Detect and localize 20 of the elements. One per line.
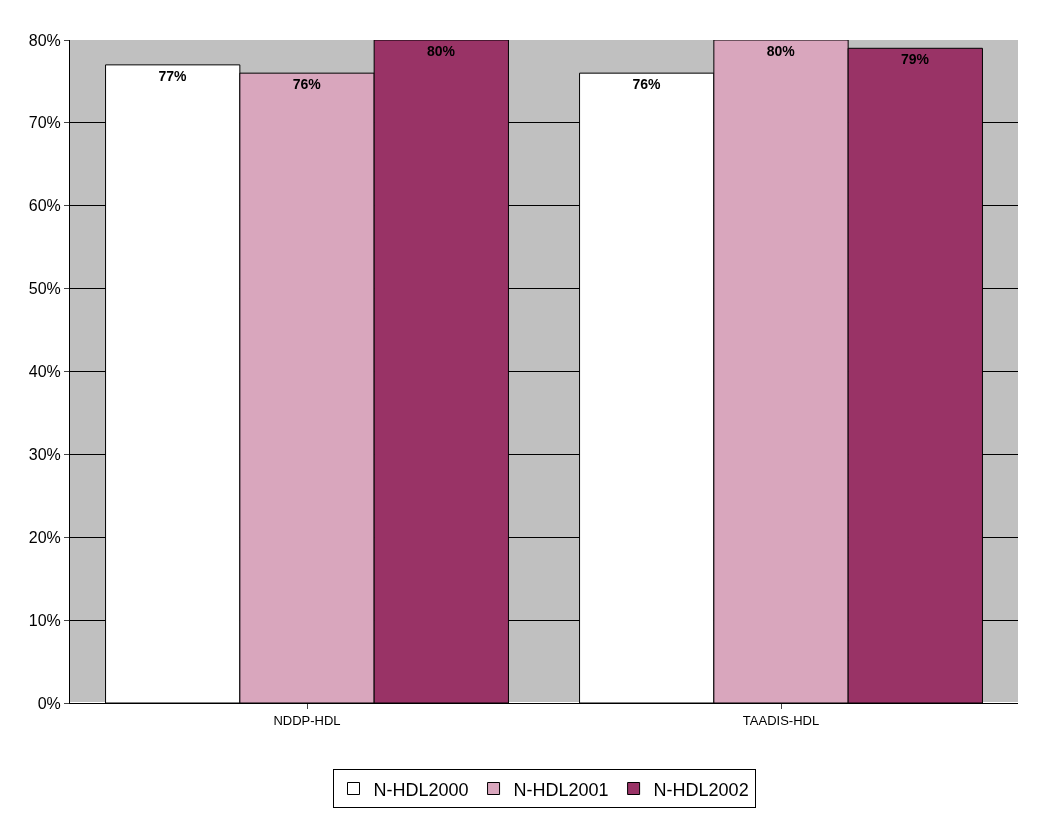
- legend-label: N-HDL2000: [373, 779, 469, 800]
- y-tick-label: 70%: [28, 114, 61, 132]
- y-tick-label: 20%: [28, 528, 61, 546]
- data-label: 77%: [158, 67, 187, 84]
- data-label: 79%: [901, 51, 930, 68]
- data-label: 80%: [766, 43, 796, 59]
- y-tick-label: 80%: [28, 31, 61, 49]
- legend-label: N-HDL2002: [653, 779, 749, 800]
- data-label: 80%: [427, 43, 456, 59]
- x-tick-label: TAADIS-HDL: [742, 712, 820, 728]
- y-tick-label: 50%: [28, 280, 61, 298]
- y-tick-label: 30%: [28, 445, 61, 463]
- y-tick-label: 60%: [28, 197, 61, 215]
- y-tick-label: 10%: [28, 611, 61, 629]
- y-tick-label: 0%: [37, 694, 61, 712]
- legend-label: N-HDL2001: [513, 779, 609, 800]
- data-label: 76%: [632, 76, 661, 93]
- y-tick-label: 40%: [28, 363, 61, 381]
- data-label: 76%: [292, 76, 322, 93]
- x-tick-label: NDDP-HDL: [273, 712, 341, 728]
